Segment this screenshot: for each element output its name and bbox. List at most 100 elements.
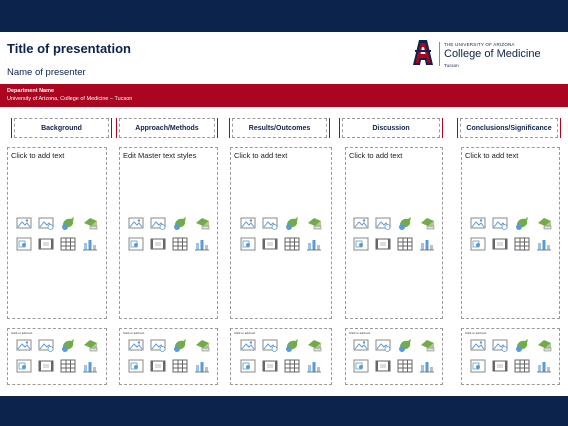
content-placeholder[interactable]: Click to add text — [230, 147, 332, 319]
department-name[interactable]: Department Name — [7, 88, 55, 94]
chart-icon[interactable] — [306, 237, 322, 251]
icons-icon[interactable] — [284, 338, 300, 352]
column-header[interactable]: Background — [14, 118, 109, 138]
online-picture-icon[interactable] — [150, 338, 166, 352]
online-picture-icon[interactable] — [262, 216, 278, 230]
3d-model-icon[interactable] — [306, 216, 322, 230]
video-icon[interactable] — [375, 359, 391, 373]
picture-icon[interactable] — [353, 338, 369, 352]
online-picture-icon[interactable] — [38, 338, 54, 352]
column-header[interactable]: Results/Outcomes — [232, 118, 327, 138]
table-icon[interactable] — [284, 237, 300, 251]
video-icon[interactable] — [38, 359, 54, 373]
chart-icon[interactable] — [536, 359, 552, 373]
chart-icon[interactable] — [419, 237, 435, 251]
small-content-placeholder[interactable]: Click to add text — [345, 328, 443, 385]
small-content-placeholder[interactable]: Click to add text — [461, 328, 560, 385]
online-picture-icon[interactable] — [150, 216, 166, 230]
small-placeholder-text[interactable]: Click to add text — [349, 331, 371, 335]
3d-model-icon[interactable] — [82, 338, 98, 352]
picture-icon[interactable] — [16, 216, 32, 230]
screenshot-icon[interactable] — [353, 237, 369, 251]
placeholder-text[interactable]: Click to add text — [349, 151, 403, 160]
online-picture-icon[interactable] — [492, 338, 508, 352]
small-placeholder-text[interactable]: Click to add text — [11, 331, 33, 335]
video-icon[interactable] — [38, 237, 54, 251]
content-placeholder[interactable]: Click to add text — [7, 147, 107, 319]
video-icon[interactable] — [150, 237, 166, 251]
picture-icon[interactable] — [240, 338, 256, 352]
small-content-placeholder[interactable]: Click to add text — [230, 328, 332, 385]
small-content-placeholder[interactable]: Click to add text — [7, 328, 107, 385]
table-icon[interactable] — [397, 237, 413, 251]
3d-model-icon[interactable] — [82, 216, 98, 230]
3d-model-icon[interactable] — [306, 338, 322, 352]
picture-icon[interactable] — [353, 216, 369, 230]
department-university[interactable]: University of Arizona, College of Medici… — [7, 96, 133, 102]
table-icon[interactable] — [60, 359, 76, 373]
screenshot-icon[interactable] — [470, 359, 486, 373]
online-picture-icon[interactable] — [38, 216, 54, 230]
table-icon[interactable] — [172, 359, 188, 373]
content-placeholder[interactable]: Click to add text — [461, 147, 560, 319]
chart-icon[interactable] — [306, 359, 322, 373]
video-icon[interactable] — [262, 359, 278, 373]
screenshot-icon[interactable] — [128, 237, 144, 251]
placeholder-text[interactable]: Click to add text — [11, 151, 65, 160]
icons-icon[interactable] — [514, 338, 530, 352]
table-icon[interactable] — [60, 237, 76, 251]
picture-icon[interactable] — [16, 338, 32, 352]
3d-model-icon[interactable] — [419, 216, 435, 230]
chart-icon[interactable] — [82, 359, 98, 373]
small-content-placeholder[interactable]: Click to add text — [119, 328, 218, 385]
screenshot-icon[interactable] — [16, 359, 32, 373]
icons-icon[interactable] — [172, 338, 188, 352]
picture-icon[interactable] — [470, 216, 486, 230]
screenshot-icon[interactable] — [240, 359, 256, 373]
3d-model-icon[interactable] — [536, 216, 552, 230]
3d-model-icon[interactable] — [194, 216, 210, 230]
3d-model-icon[interactable] — [419, 338, 435, 352]
picture-icon[interactable] — [240, 216, 256, 230]
video-icon[interactable] — [492, 237, 508, 251]
screenshot-icon[interactable] — [353, 359, 369, 373]
table-icon[interactable] — [284, 359, 300, 373]
picture-icon[interactable] — [128, 216, 144, 230]
placeholder-text[interactable]: Click to add text — [234, 151, 288, 160]
column-header[interactable]: Discussion — [342, 118, 440, 138]
online-picture-icon[interactable] — [375, 338, 391, 352]
picture-icon[interactable] — [128, 338, 144, 352]
icons-icon[interactable] — [514, 216, 530, 230]
screenshot-icon[interactable] — [240, 237, 256, 251]
video-icon[interactable] — [150, 359, 166, 373]
online-picture-icon[interactable] — [492, 216, 508, 230]
table-icon[interactable] — [514, 237, 530, 251]
chart-icon[interactable] — [82, 237, 98, 251]
icons-icon[interactable] — [397, 338, 413, 352]
3d-model-icon[interactable] — [536, 338, 552, 352]
placeholder-text[interactable]: Click to add text — [465, 151, 519, 160]
video-icon[interactable] — [375, 237, 391, 251]
table-icon[interactable] — [514, 359, 530, 373]
table-icon[interactable] — [172, 237, 188, 251]
screenshot-icon[interactable] — [128, 359, 144, 373]
small-placeholder-text[interactable]: Click to add text — [465, 331, 487, 335]
slide-title[interactable]: Title of presentation — [7, 41, 131, 56]
video-icon[interactable] — [262, 237, 278, 251]
chart-icon[interactable] — [536, 237, 552, 251]
3d-model-icon[interactable] — [194, 338, 210, 352]
column-header[interactable]: Conclusions/Significance — [460, 118, 558, 138]
video-icon[interactable] — [492, 359, 508, 373]
small-placeholder-text[interactable]: Click to add text — [234, 331, 256, 335]
table-icon[interactable] — [397, 359, 413, 373]
picture-icon[interactable] — [470, 338, 486, 352]
chart-icon[interactable] — [194, 359, 210, 373]
content-placeholder[interactable]: Click to add text — [345, 147, 443, 319]
icons-icon[interactable] — [172, 216, 188, 230]
icons-icon[interactable] — [60, 338, 76, 352]
icons-icon[interactable] — [284, 216, 300, 230]
online-picture-icon[interactable] — [262, 338, 278, 352]
screenshot-icon[interactable] — [16, 237, 32, 251]
presenter-name[interactable]: Name of presenter — [7, 67, 86, 78]
icons-icon[interactable] — [60, 216, 76, 230]
